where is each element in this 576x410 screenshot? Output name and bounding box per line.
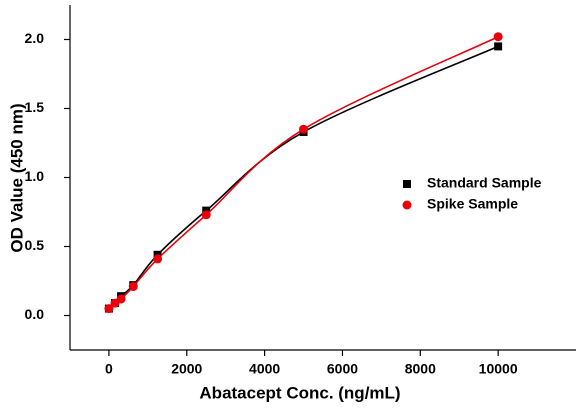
legend-label: Standard Sample	[427, 175, 542, 191]
legend-marker	[402, 200, 412, 210]
point	[494, 42, 503, 51]
point	[299, 124, 309, 134]
point	[128, 282, 138, 292]
x-tick-label: 8000	[405, 361, 436, 377]
y-tick-label: 2.0	[25, 30, 45, 46]
legend-label: Spike Sample	[427, 196, 518, 212]
legend-marker	[403, 180, 411, 188]
x-tick-label: 0	[105, 361, 113, 377]
y-tick-label: 1.0	[25, 168, 45, 184]
point	[493, 32, 503, 42]
point	[116, 294, 126, 304]
point	[201, 210, 211, 220]
x-tick-label: 10000	[479, 361, 518, 377]
y-axis-label: OD Value (450 nm)	[7, 103, 26, 252]
x-tick-label: 2000	[171, 361, 202, 377]
fit-curve	[108, 36, 499, 310]
y-tick-label: 0.5	[25, 237, 45, 253]
point	[104, 304, 114, 314]
point	[153, 254, 163, 264]
x-tick-label: 6000	[327, 361, 358, 377]
y-tick-label: 1.5	[25, 99, 45, 115]
x-axis-label: Abatacept Conc. (ng/mL)	[199, 383, 400, 402]
y-tick-label: 0.0	[25, 306, 45, 322]
x-tick-label: 4000	[249, 361, 280, 377]
